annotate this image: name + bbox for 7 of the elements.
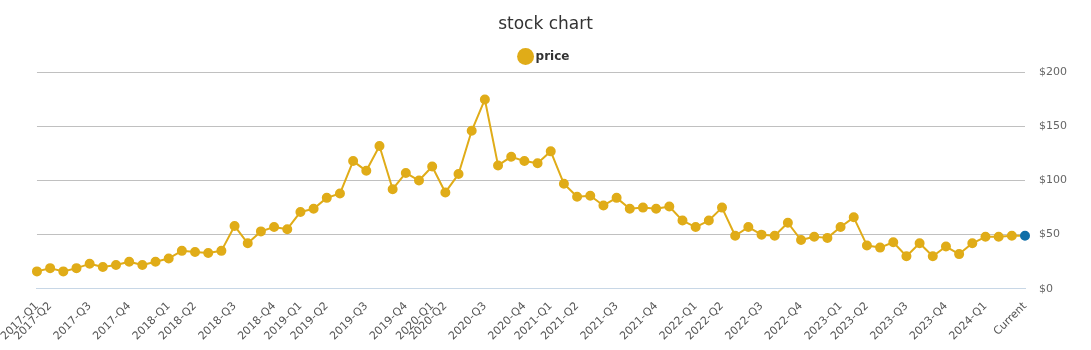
legend-label: price	[535, 48, 570, 63]
y-tick-label: $100	[1039, 173, 1068, 187]
y-tick-label: $150	[1039, 119, 1068, 133]
chart-title: stock chart	[498, 12, 594, 33]
y-tick-label: $0	[1039, 281, 1054, 295]
y-tick-label: $50	[1039, 227, 1061, 241]
y-tick-label: $200	[1039, 65, 1068, 79]
